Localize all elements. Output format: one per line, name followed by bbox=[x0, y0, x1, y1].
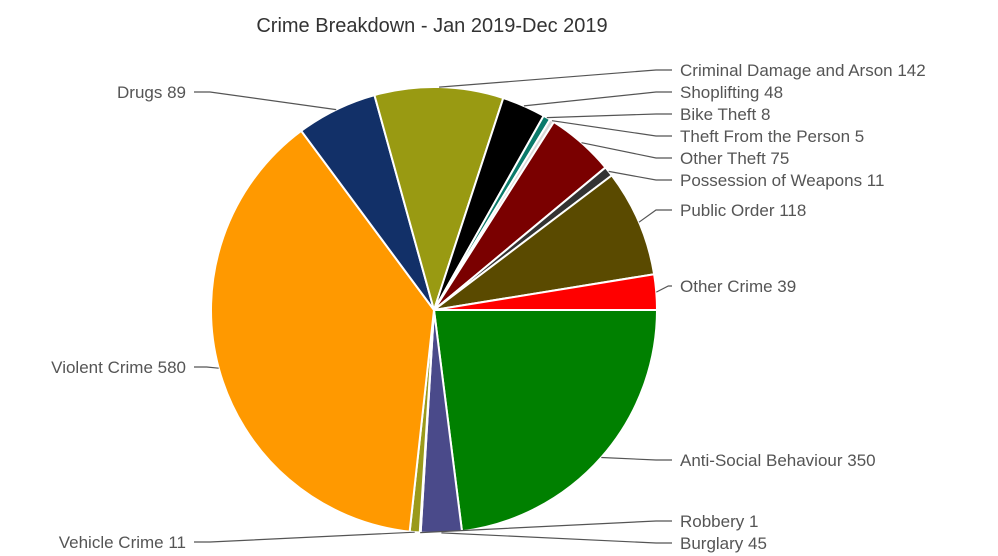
leader-robbery bbox=[420, 520, 672, 534]
label-robbery: Robbery 1 bbox=[680, 512, 758, 531]
label-burglary: Burglary 45 bbox=[680, 534, 767, 553]
label-vehicle-crime: Vehicle Crime 11 bbox=[59, 533, 186, 552]
label-possession-of-weapons: Possession of Weapons 11 bbox=[680, 171, 884, 190]
leader-bike-theft bbox=[546, 113, 672, 119]
label-theft-from-the-person: Theft From the Person 5 bbox=[680, 127, 864, 146]
label-bike-theft: Bike Theft 8 bbox=[680, 105, 770, 124]
leader-criminal-damage-and-arson bbox=[439, 69, 672, 88]
leader-other-crime bbox=[656, 285, 672, 293]
label-criminal-damage-and-arson: Criminal Damage and Arson 142 bbox=[680, 61, 926, 80]
label-other-theft: Other Theft 75 bbox=[680, 149, 789, 168]
label-other-crime: Other Crime 39 bbox=[680, 277, 796, 296]
leader-other-theft bbox=[581, 142, 672, 159]
leader-vehicle-crime bbox=[194, 531, 415, 543]
leader-possession-of-weapons bbox=[608, 170, 672, 181]
pie-slices bbox=[210, 86, 659, 534]
label-violent-crime: Violent Crime 580 bbox=[51, 358, 186, 377]
leader-violent-crime bbox=[194, 366, 219, 369]
chart-title: Crime Breakdown - Jan 2019-Dec 2019 bbox=[256, 15, 607, 37]
leader-burglary bbox=[441, 532, 672, 544]
label-shoplifting: Shoplifting 48 bbox=[680, 83, 783, 102]
slice-violent-crime bbox=[210, 129, 436, 533]
label-public-order: Public Order 118 bbox=[680, 201, 806, 220]
leader-anti-social-behaviour bbox=[601, 456, 672, 461]
leader-shoplifting bbox=[523, 91, 672, 107]
leader-theft-from-the-person bbox=[551, 120, 672, 137]
label-anti-social-behaviour: Anti-Social Behaviour 350 bbox=[680, 451, 876, 470]
label-drugs: Drugs 89 bbox=[117, 83, 186, 102]
slice-other-crime bbox=[433, 273, 659, 311]
slice-labels: Anti-Social Behaviour 350 Burglary 45 Robb… bbox=[51, 61, 926, 553]
leader-public-order bbox=[638, 209, 672, 223]
leader-drugs bbox=[194, 91, 337, 111]
slice-criminal-damage-and-arson bbox=[373, 86, 505, 314]
slice-anti-social-behaviour bbox=[432, 309, 659, 533]
leader-lines bbox=[194, 69, 672, 544]
slice-public-order bbox=[433, 173, 656, 311]
